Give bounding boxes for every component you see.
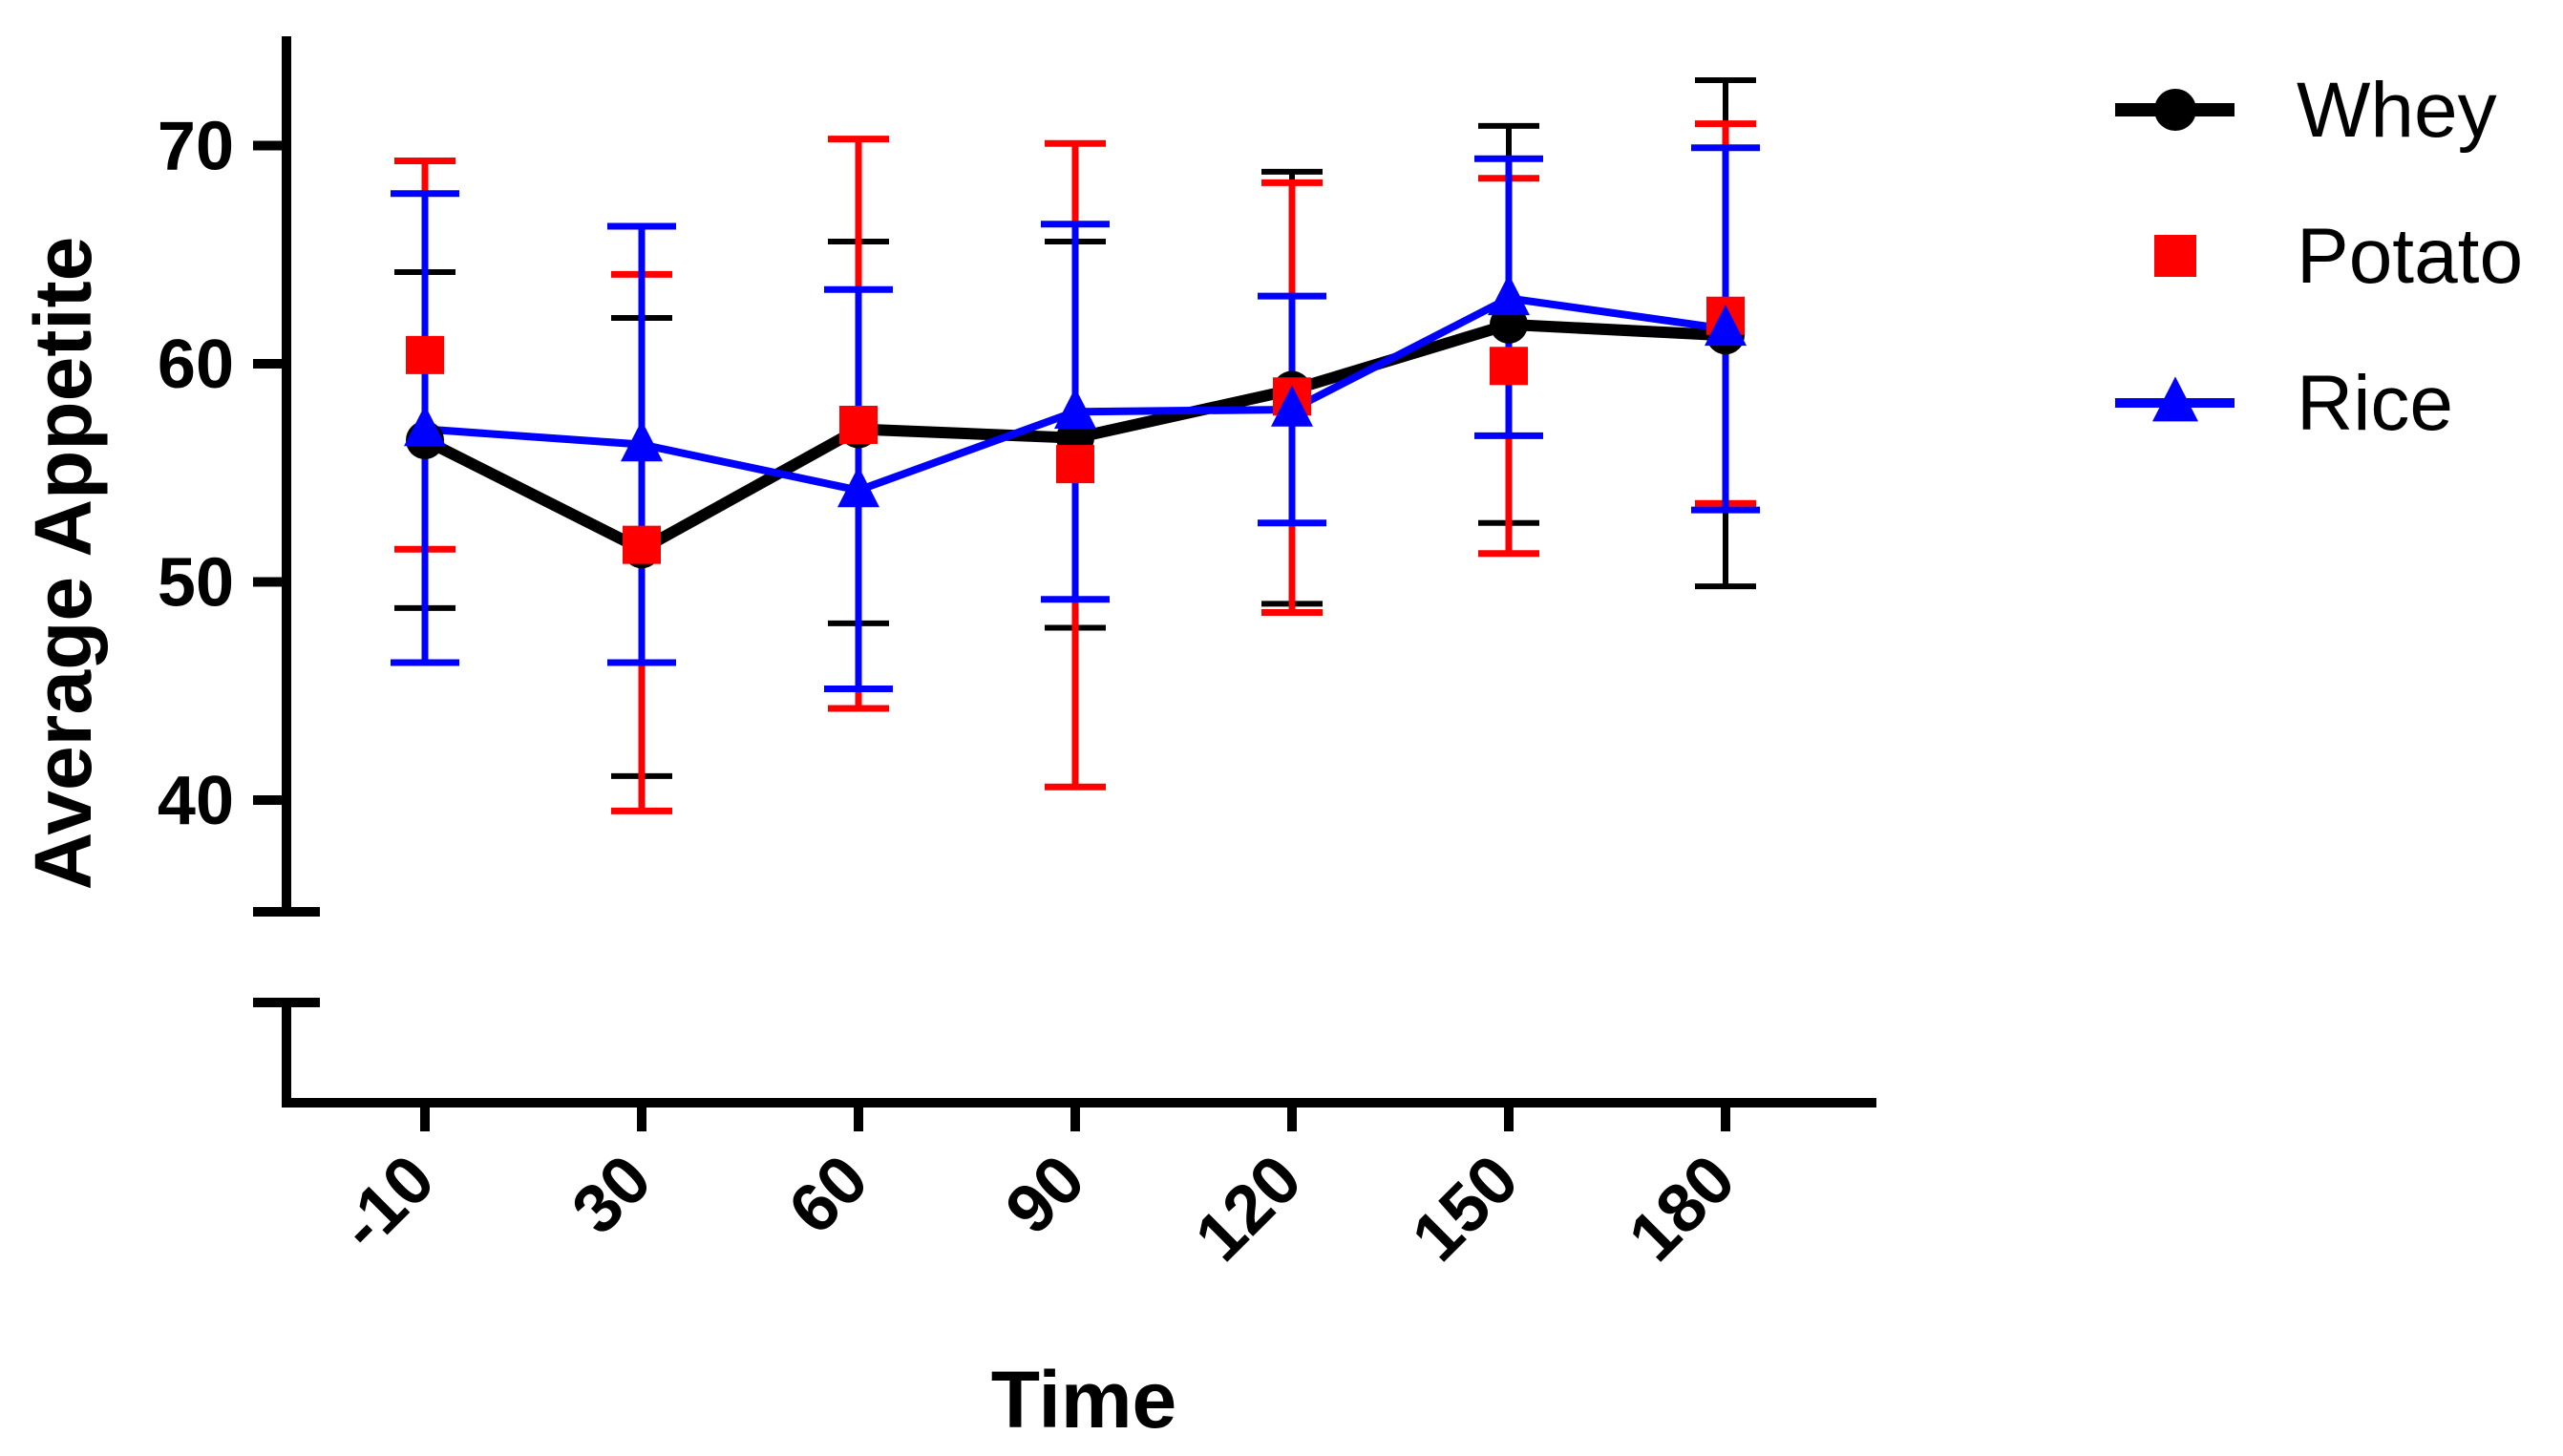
data-point-rice <box>1271 385 1313 427</box>
legend-marker-rice <box>2152 376 2198 422</box>
legend: Whey Potato Rice <box>2115 67 2523 447</box>
y-tick-label: 70 <box>158 109 234 185</box>
x-tick-label: 30 <box>558 1141 666 1249</box>
axes <box>253 36 1876 1108</box>
x-ticks: -10 30 60 90 120 150 180 <box>325 1103 1749 1276</box>
data-point-rice <box>621 420 663 462</box>
data-point-rice <box>837 466 879 508</box>
data-point-rice <box>1488 274 1530 316</box>
data-point-rice <box>404 405 446 447</box>
y-ticks: 40 50 60 70 <box>158 109 286 839</box>
legend-item-rice: Rice <box>2115 360 2453 447</box>
y-tick-label: 40 <box>158 763 234 839</box>
data-point-potato <box>1056 445 1094 484</box>
data-point-rice <box>1705 305 1747 347</box>
series-layer <box>391 76 1760 814</box>
x-tick-label: -10 <box>325 1141 449 1265</box>
legend-item-whey: Whey <box>2115 67 2497 154</box>
x-tick-label: 120 <box>1181 1141 1317 1277</box>
data-point-potato <box>406 335 444 374</box>
data-point-rice <box>1054 387 1096 429</box>
legend-label: Potato <box>2297 213 2523 300</box>
y-tick-label: 50 <box>158 545 234 622</box>
data-point-potato <box>623 525 661 564</box>
y-axis-title: Average Appetite <box>18 237 108 891</box>
legend-item-potato: Potato <box>2154 213 2523 300</box>
x-tick-label: 90 <box>991 1141 1099 1249</box>
data-point-potato <box>1490 347 1528 386</box>
x-axis-title: Time <box>991 1355 1177 1445</box>
legend-label: Rice <box>2297 360 2453 447</box>
x-tick-label: 60 <box>774 1141 882 1249</box>
y-tick-label: 60 <box>158 327 234 403</box>
series-potato-markers <box>406 296 1745 564</box>
series-rice-errorbars <box>391 144 1760 692</box>
data-point-potato <box>839 405 878 444</box>
x-tick-label: 150 <box>1398 1141 1534 1277</box>
x-tick-label: 180 <box>1615 1141 1750 1277</box>
series-rice-markers <box>404 274 1747 508</box>
legend-marker-whey <box>2154 89 2196 131</box>
legend-marker-potato <box>2154 235 2196 277</box>
legend-label: Whey <box>2297 67 2497 154</box>
